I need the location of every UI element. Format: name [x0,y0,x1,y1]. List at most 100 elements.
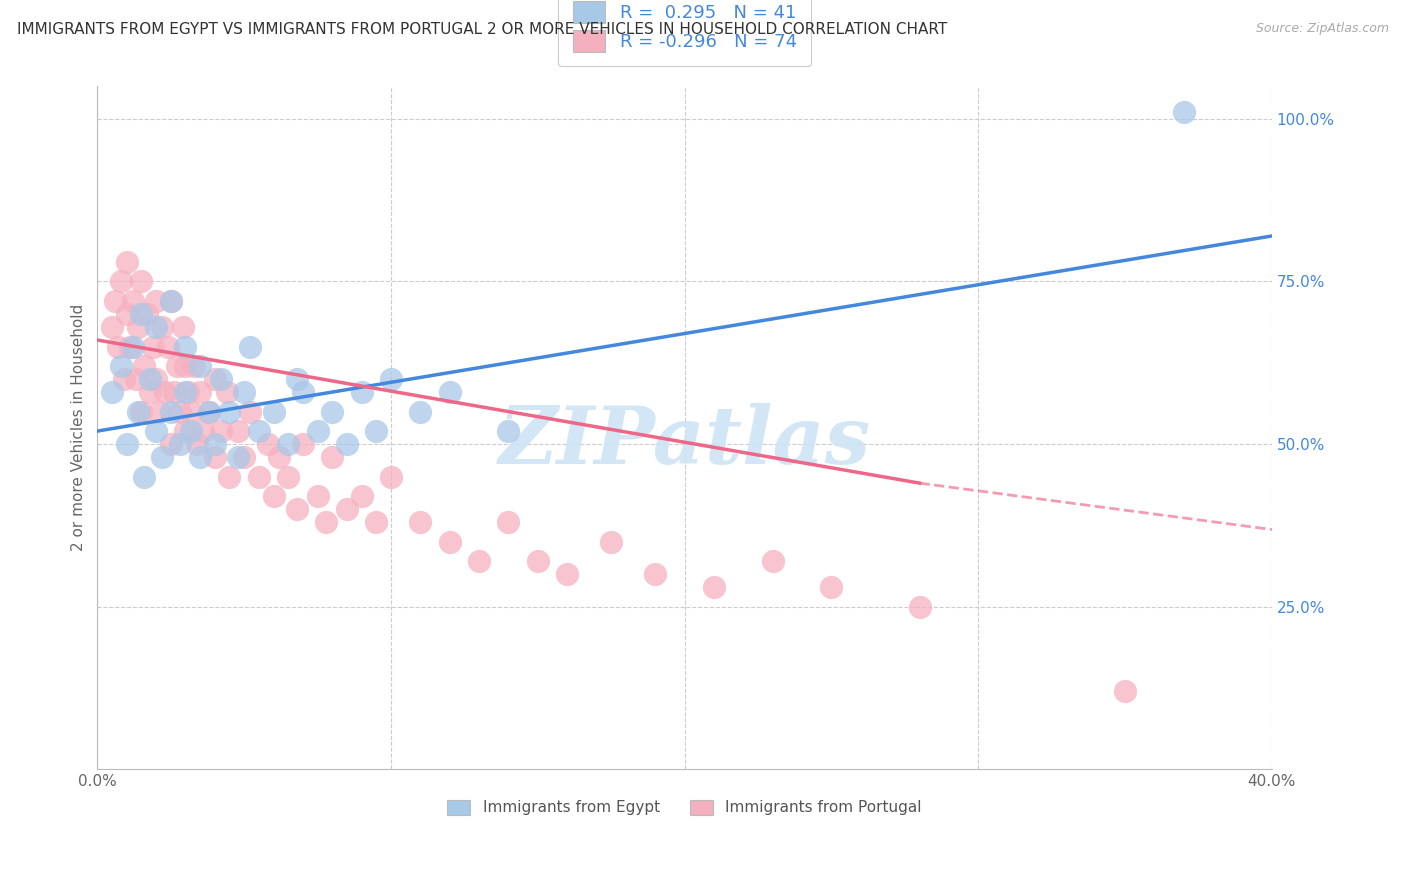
Point [204,372,226,386]
Point [285,502,308,516]
Point [188,359,211,373]
Point [172,320,194,334]
Point [439,534,461,549]
Point [380,372,402,386]
Point [1114,684,1136,698]
Point [350,385,373,400]
Point [183,359,205,373]
Point [380,469,402,483]
Point [277,469,299,483]
Point [127,404,149,418]
Point [239,339,262,353]
Point [285,372,308,386]
Point [142,339,165,353]
Point [336,502,359,516]
Point [218,469,240,483]
Point [468,554,491,568]
Point [703,580,725,594]
Point [145,293,167,308]
Point [166,359,188,373]
Point [247,424,270,438]
Point [291,385,314,400]
Point [177,385,200,400]
Point [188,450,211,464]
Point [115,255,138,269]
Point [215,385,238,400]
Point [409,515,432,529]
Point [131,404,153,418]
Point [644,567,666,582]
Point [121,339,143,353]
Point [498,424,520,438]
Point [600,534,623,549]
Point [198,404,221,418]
Point [163,385,186,400]
Point [180,424,202,438]
Point [204,450,226,464]
Point [820,580,842,594]
Point [186,437,208,451]
Point [174,385,197,400]
Point [139,372,162,386]
Point [107,339,129,353]
Point [350,489,373,503]
Point [101,385,124,400]
Point [148,404,170,418]
Point [263,489,285,503]
Point [131,307,153,321]
Point [269,450,291,464]
Point [169,437,191,451]
Point [180,404,202,418]
Point [159,437,181,451]
Point [204,437,226,451]
Point [124,372,146,386]
Point [112,372,135,386]
Point [256,437,278,451]
Point [908,599,931,614]
Point [263,404,285,418]
Point [139,385,162,400]
Point [110,359,132,373]
Point [762,554,785,568]
Point [321,450,343,464]
Point [159,293,181,308]
Point [174,339,197,353]
Point [174,359,197,373]
Point [555,567,578,582]
Point [159,293,181,308]
Point [198,404,221,418]
Point [321,404,343,418]
Point [233,450,256,464]
Point [209,424,232,438]
Point [1173,105,1195,120]
Point [498,515,520,529]
Point [127,320,149,334]
Point [145,320,167,334]
Point [439,385,461,400]
Point [315,515,337,529]
Point [226,450,249,464]
Point [150,450,173,464]
Point [277,437,299,451]
Point [153,385,176,400]
Point [118,339,141,353]
Point [188,385,211,400]
Point [159,404,181,418]
Point [136,307,159,321]
Point [115,437,138,451]
Point [191,424,214,438]
Point [226,424,249,438]
Point [239,404,262,418]
Point [134,359,156,373]
Point [169,404,191,418]
Point [104,293,127,308]
Text: Source: ZipAtlas.com: Source: ZipAtlas.com [1256,22,1389,36]
Point [233,385,256,400]
Point [218,404,240,418]
Point [115,307,138,321]
Point [527,554,550,568]
Point [131,275,153,289]
Point [101,320,124,334]
Point [336,437,359,451]
Text: ZIPatlas: ZIPatlas [499,403,870,480]
